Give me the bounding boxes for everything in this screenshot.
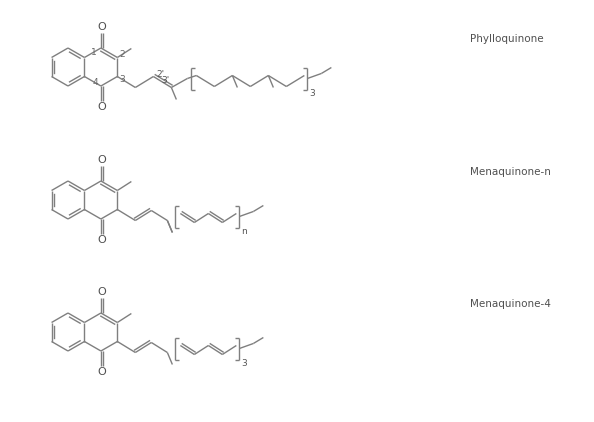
Text: 4: 4	[92, 78, 98, 87]
Text: 3: 3	[119, 75, 125, 84]
Text: n: n	[242, 227, 247, 236]
Text: Menaquinone-4: Menaquinone-4	[470, 299, 551, 309]
Text: 2': 2'	[156, 70, 165, 78]
Text: 3: 3	[242, 359, 247, 368]
Text: O: O	[98, 155, 106, 165]
Text: O: O	[98, 102, 106, 112]
Text: 1: 1	[91, 48, 97, 57]
Text: O: O	[98, 367, 106, 377]
Text: Phylloquinone: Phylloquinone	[470, 34, 544, 44]
Text: Menaquinone-n: Menaquinone-n	[470, 167, 551, 177]
Text: O: O	[98, 22, 106, 32]
Text: 3': 3'	[161, 76, 169, 85]
Text: 2: 2	[119, 50, 125, 59]
Text: 3: 3	[309, 89, 315, 98]
Text: O: O	[98, 287, 106, 297]
Text: O: O	[98, 235, 106, 245]
